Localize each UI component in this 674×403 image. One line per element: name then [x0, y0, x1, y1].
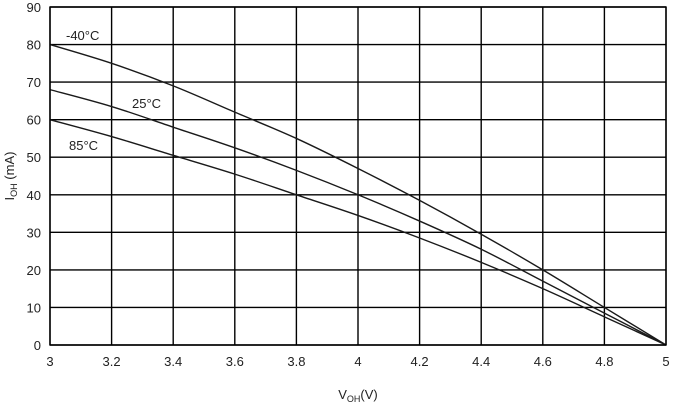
x-tick-label: 5	[662, 354, 669, 369]
y-tick-label: 50	[27, 150, 41, 165]
x-tick-label: 4.8	[595, 354, 613, 369]
y-tick-label: 0	[34, 338, 41, 353]
series-line-25c	[49, 88, 667, 346]
y-axis-title-suffix: (mA)	[2, 152, 17, 184]
series-labels: -40°C 25°C 85°C	[66, 28, 161, 153]
y-axis-title-sub: OH	[9, 183, 19, 197]
x-tick-label: 3	[46, 354, 53, 369]
y-tick-label: 80	[27, 38, 41, 53]
series-label-minus40c: -40°C	[66, 28, 99, 43]
series-label-25c: 25°C	[132, 96, 161, 111]
y-axis-title: IOH (mA)	[2, 152, 19, 201]
x-axis-title-sub: OH	[347, 394, 361, 403]
curves	[49, 43, 667, 346]
y-tick-label: 60	[27, 113, 41, 128]
y-tick-label: 90	[27, 0, 41, 15]
series-line-85c	[49, 118, 667, 346]
y-tick-label: 30	[27, 225, 41, 240]
series-label-85c: 85°C	[69, 138, 98, 153]
grid	[49, 6, 667, 346]
y-tick-label: 40	[27, 188, 41, 203]
x-tick-label: 3.4	[164, 354, 182, 369]
y-tick-label: 20	[27, 263, 41, 278]
y-axis-title-main: I	[2, 197, 17, 201]
x-tick-label: 4.4	[472, 354, 490, 369]
x-tick-label: 3.2	[103, 354, 121, 369]
series-line-minus40c	[49, 43, 667, 346]
x-tick-label: 4.6	[534, 354, 552, 369]
x-tick-label: 3.6	[226, 354, 244, 369]
tick-labels: 3 3.2 3.4 3.6 3.8 4 4.2 4.4 4.6 4.8 50102030405060…	[27, 0, 670, 369]
plot-frame	[49, 6, 667, 346]
x-axis-title-main: V	[338, 387, 347, 402]
y-tick-label: 10	[27, 300, 41, 315]
x-axis-title: VOH(V)	[338, 387, 378, 403]
x-tick-label: 4	[354, 354, 361, 369]
x-tick-label: 3.8	[287, 354, 305, 369]
y-tick-label: 70	[27, 75, 41, 90]
x-tick-label: 4.2	[411, 354, 429, 369]
x-axis-title-suffix: (V)	[360, 387, 377, 402]
